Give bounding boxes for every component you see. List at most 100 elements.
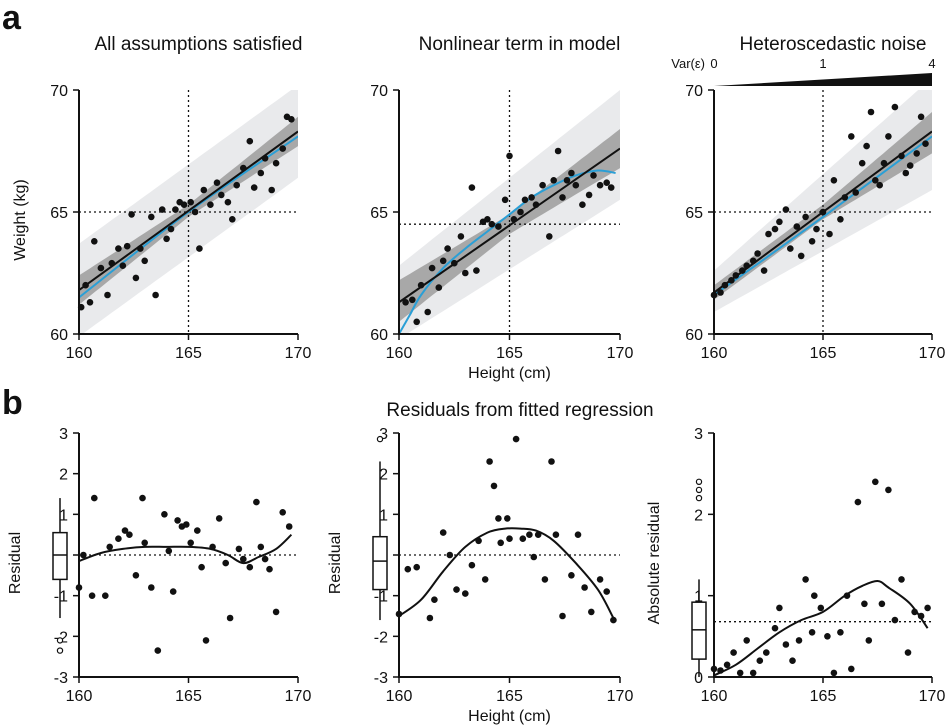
data-point [167, 225, 175, 233]
data-point [782, 206, 790, 213]
data-point [218, 191, 225, 199]
data-point [161, 511, 168, 518]
data-point [904, 649, 912, 656]
data-point [86, 299, 94, 306]
data-point [519, 535, 527, 542]
data-point [104, 291, 111, 299]
data-point [128, 211, 135, 218]
data-point [787, 245, 794, 252]
data-point [830, 177, 838, 184]
data-point [404, 565, 412, 573]
data-point [279, 509, 287, 516]
data-point [732, 272, 740, 279]
data-point [453, 586, 460, 593]
data-point [439, 529, 447, 536]
data-point [865, 637, 873, 644]
data-point [771, 225, 779, 233]
data-point [530, 553, 538, 561]
data-point [885, 133, 892, 140]
data-point [148, 584, 155, 591]
data-point [468, 184, 476, 191]
data-point [572, 181, 580, 189]
data-point [196, 245, 203, 252]
data-point [802, 213, 809, 221]
x-tick-label: 170 [607, 345, 634, 362]
chart-title: All assumptions satisfied [94, 34, 302, 55]
data-point [207, 201, 214, 208]
x-tick-label: 160 [701, 688, 728, 705]
data-point [285, 523, 293, 530]
x-tick-label: 170 [919, 688, 946, 705]
data-point [172, 206, 179, 213]
data-point [121, 527, 129, 534]
data-point [858, 159, 866, 167]
data-point [226, 614, 234, 622]
data-point [439, 257, 447, 265]
data-point [581, 584, 588, 591]
boxplot-outlier [56, 647, 64, 654]
data-point [872, 177, 879, 184]
data-point [163, 235, 170, 243]
data-point [607, 184, 615, 191]
data-point [843, 592, 851, 599]
data-point [728, 277, 735, 284]
data-point [588, 608, 595, 616]
y-tick-label: 0 [694, 670, 703, 687]
y-tick-label: 3 [379, 426, 388, 443]
data-point [257, 543, 265, 551]
data-point [435, 284, 443, 291]
data-point [852, 189, 859, 196]
residual-smooth-curve [399, 527, 615, 619]
data-point [106, 543, 113, 551]
x-tick-label: 170 [607, 688, 634, 705]
y-tick-label: -2 [374, 629, 388, 646]
data-point [235, 545, 243, 553]
plot-area [79, 533, 298, 565]
data-point [922, 140, 929, 147]
data-point [97, 264, 105, 272]
data-point [841, 194, 849, 201]
data-point [546, 233, 553, 240]
data-point [253, 498, 260, 506]
data-point [917, 612, 925, 620]
data-point [749, 669, 757, 677]
data-point [521, 196, 529, 204]
data-point [431, 596, 438, 603]
data-point [603, 588, 610, 595]
data-point [222, 559, 229, 567]
data-point [603, 179, 610, 186]
data-point [473, 267, 480, 274]
data-point [854, 498, 862, 506]
data-point [481, 576, 489, 583]
x-axis-label: Height (cm) [468, 365, 551, 382]
y-tick-label: 1 [59, 507, 68, 524]
data-point [763, 649, 770, 656]
variance-legend: Var(ε) 0 1 4 [671, 56, 936, 86]
data-point [475, 537, 482, 545]
data-point [126, 531, 133, 538]
data-point [717, 667, 724, 674]
data-point [837, 629, 844, 636]
data-point [743, 637, 750, 644]
chart-title: Heteroscedastic noise [740, 34, 927, 55]
data-point [215, 515, 223, 522]
boxplot-outlier [56, 637, 64, 644]
y-tick-label: -1 [54, 589, 68, 606]
data-point [224, 198, 232, 206]
data-point [782, 641, 790, 648]
data-point [813, 225, 820, 233]
data-point [268, 186, 276, 194]
data-point [559, 194, 566, 201]
data-point [568, 572, 575, 579]
x-tick-label: 160 [701, 345, 728, 362]
data-point [760, 267, 768, 274]
data-point [848, 133, 855, 140]
data-point [462, 269, 469, 277]
data-point [108, 259, 116, 267]
data-point [80, 551, 87, 559]
data-point [137, 245, 144, 252]
data-point [194, 527, 201, 534]
data-point [552, 531, 560, 538]
data-point [819, 208, 827, 216]
